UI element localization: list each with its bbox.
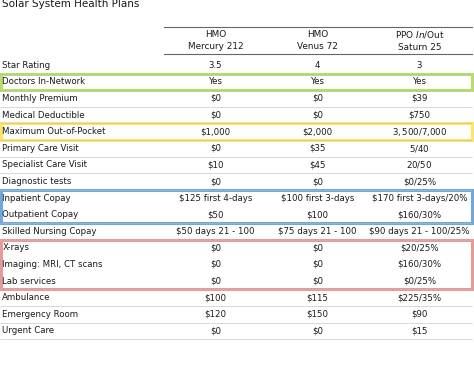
Text: $0: $0 <box>312 326 323 335</box>
Text: Monthly Premium: Monthly Premium <box>2 94 78 103</box>
Text: $750: $750 <box>409 110 430 120</box>
Bar <box>0 123 472 140</box>
Text: HMO
Venus 72: HMO Venus 72 <box>297 30 338 51</box>
Text: $115: $115 <box>307 293 328 302</box>
Text: $0: $0 <box>210 144 221 153</box>
Text: $90: $90 <box>411 310 428 319</box>
Text: $20/$50: $20/$50 <box>406 159 433 170</box>
Bar <box>0 190 472 223</box>
Text: $10: $10 <box>208 160 224 170</box>
Text: PPO $In/$Out
Saturn 25: PPO $In/$Out Saturn 25 <box>395 29 444 51</box>
Text: $120: $120 <box>205 310 227 319</box>
Text: $0: $0 <box>312 94 323 103</box>
Text: $160/30%: $160/30% <box>397 210 442 219</box>
Text: Emergency Room: Emergency Room <box>2 310 79 319</box>
Text: $39: $39 <box>411 94 428 103</box>
Text: $0: $0 <box>312 177 323 186</box>
Text: $0: $0 <box>210 94 221 103</box>
Text: $0: $0 <box>210 277 221 286</box>
Text: $0: $0 <box>312 277 323 286</box>
Text: $1,000: $1,000 <box>201 127 231 136</box>
Text: $15: $15 <box>411 326 428 335</box>
Text: $3,500/$7,000: $3,500/$7,000 <box>392 126 447 138</box>
Text: $20/25%: $20/25% <box>400 243 439 252</box>
Text: Primary Care Visit: Primary Care Visit <box>2 144 79 153</box>
Text: $225/35%: $225/35% <box>397 293 442 302</box>
Text: Specialist Care Visit: Specialist Care Visit <box>2 160 87 170</box>
Text: Doctors In-Network: Doctors In-Network <box>2 77 85 86</box>
Text: $2,000: $2,000 <box>302 127 333 136</box>
Text: Maximum Out-of-Pocket: Maximum Out-of-Pocket <box>2 127 106 136</box>
Text: Lab services: Lab services <box>2 277 56 286</box>
Text: $50 days 21 - 100: $50 days 21 - 100 <box>176 227 255 236</box>
Text: $100 first 3-days: $100 first 3-days <box>281 194 354 203</box>
Text: Yes: Yes <box>412 77 427 86</box>
Text: $0: $0 <box>312 110 323 120</box>
Text: Medical Deductible: Medical Deductible <box>2 110 85 120</box>
Text: $0: $0 <box>210 110 221 120</box>
Text: Imaging: MRI, CT scans: Imaging: MRI, CT scans <box>2 260 103 269</box>
Text: $0: $0 <box>210 177 221 186</box>
Text: $0: $0 <box>210 326 221 335</box>
Text: Yes: Yes <box>310 77 325 86</box>
Text: $125 first 4-days: $125 first 4-days <box>179 194 252 203</box>
Text: $5/$40: $5/$40 <box>409 143 430 154</box>
Bar <box>0 240 472 290</box>
Text: $0: $0 <box>312 243 323 252</box>
Text: $100: $100 <box>205 293 227 302</box>
Text: $150: $150 <box>307 310 328 319</box>
Text: $0/25%: $0/25% <box>403 277 436 286</box>
Text: $100: $100 <box>307 210 328 219</box>
Text: Urgent Care: Urgent Care <box>2 326 55 335</box>
Bar <box>0 74 472 90</box>
Text: Star Rating: Star Rating <box>2 61 51 70</box>
Text: 3.5: 3.5 <box>209 61 222 70</box>
Text: $0: $0 <box>312 260 323 269</box>
Text: $45: $45 <box>310 160 326 170</box>
Text: $35: $35 <box>310 144 326 153</box>
Text: 4: 4 <box>315 61 320 70</box>
Text: 3: 3 <box>417 61 422 70</box>
Text: Solar System Health Plans: Solar System Health Plans <box>2 0 140 9</box>
Text: X-rays: X-rays <box>2 243 29 252</box>
Text: $170 first 3-days/20%: $170 first 3-days/20% <box>372 194 467 203</box>
Text: $160/30%: $160/30% <box>397 260 442 269</box>
Text: $75 days 21 - 100: $75 days 21 - 100 <box>278 227 357 236</box>
Text: $50: $50 <box>208 210 224 219</box>
Text: Yes: Yes <box>209 77 223 86</box>
Text: Skilled Nursing Copay: Skilled Nursing Copay <box>2 227 97 236</box>
Text: $90 days 21 - 100/25%: $90 days 21 - 100/25% <box>369 227 470 236</box>
Text: Ambulance: Ambulance <box>2 293 51 302</box>
Text: Diagnostic tests: Diagnostic tests <box>2 177 72 186</box>
Text: $0: $0 <box>210 260 221 269</box>
Text: Inpatient Copay: Inpatient Copay <box>2 194 71 203</box>
Text: Outpatient Copay: Outpatient Copay <box>2 210 79 219</box>
Text: $0: $0 <box>210 243 221 252</box>
Text: $0/25%: $0/25% <box>403 177 436 186</box>
Text: HMO
Mercury 212: HMO Mercury 212 <box>188 30 244 51</box>
